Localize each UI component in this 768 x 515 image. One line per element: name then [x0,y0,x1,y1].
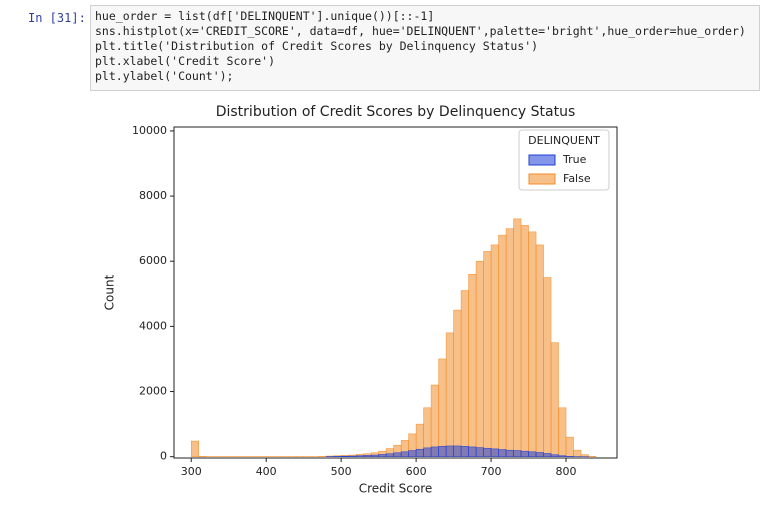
y-tick-label: 6000 [139,254,167,267]
histogram-bar [468,446,477,457]
histogram-bar [430,384,439,457]
histogram-bar [363,455,372,457]
histogram-bar [483,447,492,457]
legend-swatch [528,173,556,185]
legend-swatch [528,154,556,166]
histogram-bar [378,454,387,457]
histogram-bar [408,450,417,457]
histogram-bar [520,450,529,457]
legend-label: False [563,172,591,185]
histogram-bar [415,448,424,457]
histogram-bar [543,277,552,457]
cell-prompt: In [31]: [28,11,86,25]
histogram-bar [453,309,462,457]
histogram-bar [475,447,484,457]
histogram-bar [355,455,364,457]
y-tick-label: 4000 [139,319,167,332]
histogram-bar [190,440,199,457]
y-tick-label: 8000 [139,189,167,202]
histogram-bar [483,251,492,457]
histogram-bar [348,455,357,457]
code-line: plt.ylabel('Count'); [95,69,234,83]
histogram-bar [490,448,499,457]
histogram-bar [498,449,507,457]
histogram-bar [513,450,522,457]
histogram-bar [370,454,379,457]
histogram-bar [498,234,507,457]
histogram-bar [385,453,394,457]
histogram-bar [453,445,462,457]
x-tick-label: 500 [331,465,352,478]
histogram-bar [550,454,559,457]
histogram-bar [535,244,544,457]
histogram-bar [445,332,454,457]
histogram-bar [430,446,439,457]
x-tick-label: 800 [556,465,577,478]
histogram-bar [535,452,544,457]
histogram-bar [445,445,454,457]
y-tick-label: 2000 [139,385,167,398]
histogram-bar [528,231,537,457]
x-axis-label: Credit Score [359,482,433,496]
histogram-bar [438,446,447,457]
chart: Distribution of Credit Scores by Delinqu… [103,104,618,496]
code-line: sns.histplot(x='CREDIT_SCORE', data=df, … [95,24,746,38]
histogram-bar [513,218,522,457]
histogram-bar [520,225,529,457]
histogram-bar [490,244,499,457]
chart-title: Distribution of Credit Scores by Delinqu… [216,104,576,120]
histogram-bar [580,454,589,457]
histogram-bar [423,447,432,457]
histogram-bar [573,449,582,457]
code-cell: In [31]: hue_order = list(df['DELINQUENT… [0,0,768,96]
x-tick-label: 700 [481,465,502,478]
y-axis-label: Count [103,274,117,310]
x-tick-label: 600 [406,465,427,478]
histogram-bar [565,436,574,457]
histogram-bar [400,451,409,457]
x-tick-label: 400 [256,465,277,478]
plot-frame [173,126,618,459]
histogram-bar [505,228,514,457]
y-tick-label: 0 [160,450,167,463]
legend-label: True [562,153,587,166]
y-tick-label: 10000 [132,124,167,137]
histogram-bar [475,260,484,457]
histogram-bar [393,452,402,457]
histogram-bar [505,449,514,457]
histogram-bar [438,358,447,457]
histogram-bar [558,455,567,457]
histogram-bar [528,451,537,457]
code-line: plt.title('Distribution of Credit Scores… [95,39,539,53]
histogram-bar [460,446,469,457]
histogram-bar [543,453,552,457]
x-tick-label: 300 [181,465,202,478]
code-line: plt.xlabel('Credit Score') [95,54,276,68]
legend-title: DELINQUENT [528,134,600,147]
histogram-bar [550,342,559,457]
histogram-bar [460,290,469,457]
histogram-bar [558,407,567,457]
code-editor[interactable]: hue_order = list(df['DELINQUENT'].unique… [90,5,760,91]
code-line: hue_order = list(df['DELINQUENT'].unique… [95,9,435,23]
histogram-bar [468,274,477,457]
